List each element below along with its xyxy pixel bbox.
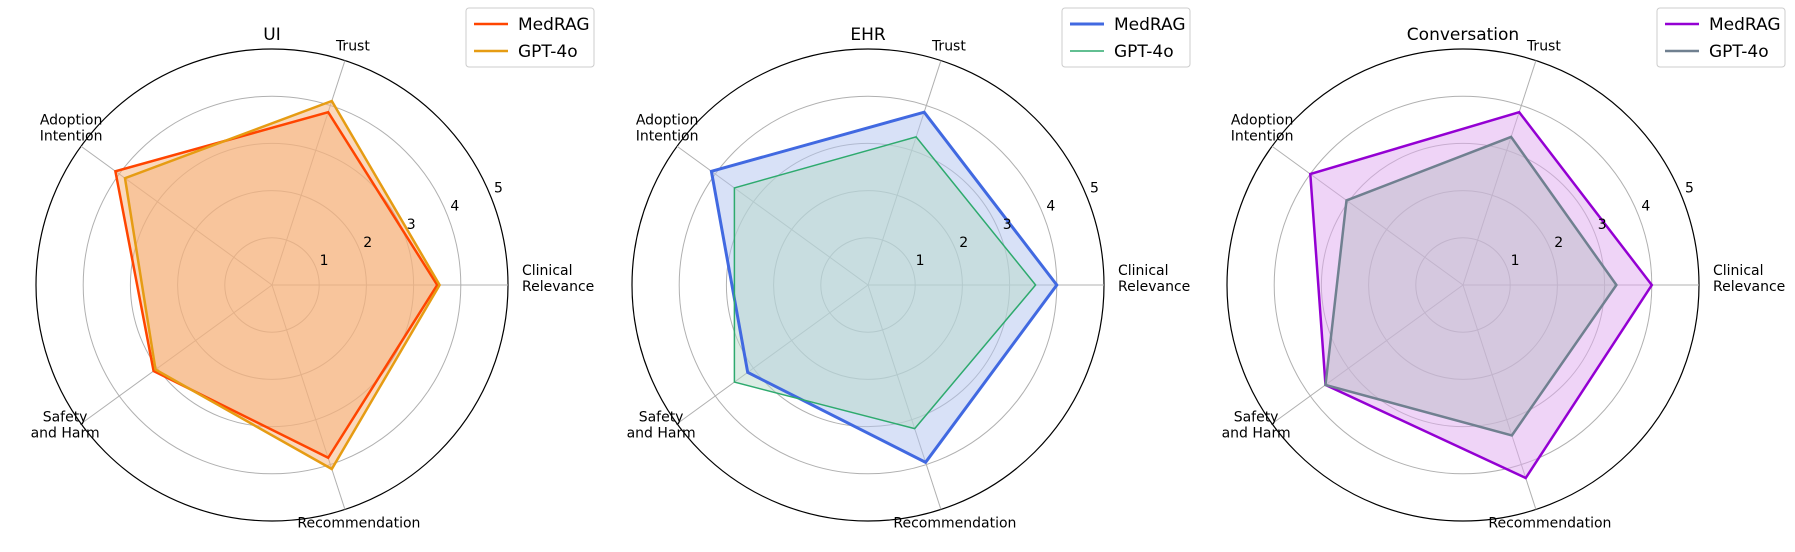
chart-title: UI	[263, 25, 280, 45]
r-tick-label: 2	[363, 235, 372, 251]
axis-label: Adoption Intention	[40, 112, 103, 144]
axis-label: Trust	[1526, 39, 1561, 55]
series-fill-2	[734, 136, 1036, 429]
chart-title: Conversation	[1407, 25, 1519, 45]
r-tick-label: 3	[1598, 217, 1607, 233]
axis-label: Trust	[335, 39, 370, 55]
legend-label: MedRAG	[518, 15, 590, 35]
axis-label: Clinical Relevance	[1713, 263, 1785, 295]
axis-label: Adoption Intention	[1231, 112, 1294, 144]
axis-label: Safety and Harm	[31, 410, 100, 442]
r-tick-label: 3	[1003, 217, 1012, 233]
r-tick-label: 4	[1046, 199, 1055, 215]
axis-label: Recommendation	[893, 515, 1016, 531]
axis-label: Trust	[931, 39, 966, 55]
r-tick-label: 1	[320, 253, 329, 269]
series-line-2	[1324, 135, 1618, 437]
legend-label: MedRAG	[1114, 15, 1186, 35]
series-line-1	[709, 110, 1059, 465]
legend-label: GPT-4o	[1709, 42, 1769, 62]
series-fill-2	[1325, 136, 1617, 436]
radar-chart-3: 1 2 3 4 5 Clinical Relevance Trust Adoption Inten…	[1222, 7, 1786, 531]
legend-label: GPT-4o	[1114, 42, 1174, 62]
r-tick-label: 3	[407, 217, 416, 233]
chart-title: EHR	[850, 25, 886, 45]
series-line-1	[113, 110, 439, 460]
axis-label: Recommendation	[297, 515, 420, 531]
radar-chart-1: 1 2 3 4 5 Clinical Relevance Trust Adoption Inten…	[31, 7, 595, 531]
legend: MedRAG GPT-4o	[1061, 7, 1191, 68]
axis-label: Recommendation	[1488, 515, 1611, 531]
axis-label: Adoption Intention	[636, 112, 699, 144]
series-line-2	[733, 136, 1037, 430]
series-line-2	[123, 99, 442, 471]
series-fill-2	[125, 101, 440, 469]
r-tick-label: 4	[1641, 199, 1650, 215]
r-tick-label: 1	[1511, 253, 1520, 269]
r-tick-label: 4	[450, 199, 459, 215]
axis-label: Clinical Relevance	[1118, 263, 1190, 295]
legend-label: MedRAG	[1709, 15, 1781, 35]
radar-chart-2: 1 2 3 4 5 Clinical Relevance Trust Adoption Inten…	[627, 7, 1191, 531]
axis-label: Safety and Harm	[1222, 410, 1291, 442]
r-tick-label: 2	[959, 235, 968, 251]
r-tick-label: 5	[494, 181, 503, 197]
legend-label: GPT-4o	[518, 42, 578, 62]
r-tick-label: 5	[1090, 181, 1099, 197]
r-tick-label: 1	[916, 253, 925, 269]
r-tick-label: 2	[1554, 235, 1563, 251]
axis-label: Clinical Relevance	[522, 263, 594, 295]
r-tick-label: 5	[1685, 181, 1694, 197]
legend: MedRAG GPT-4o	[1656, 7, 1786, 68]
legend: MedRAG GPT-4o	[465, 7, 595, 68]
axis-label: Safety and Harm	[627, 410, 696, 442]
series-line-1	[1308, 110, 1654, 480]
